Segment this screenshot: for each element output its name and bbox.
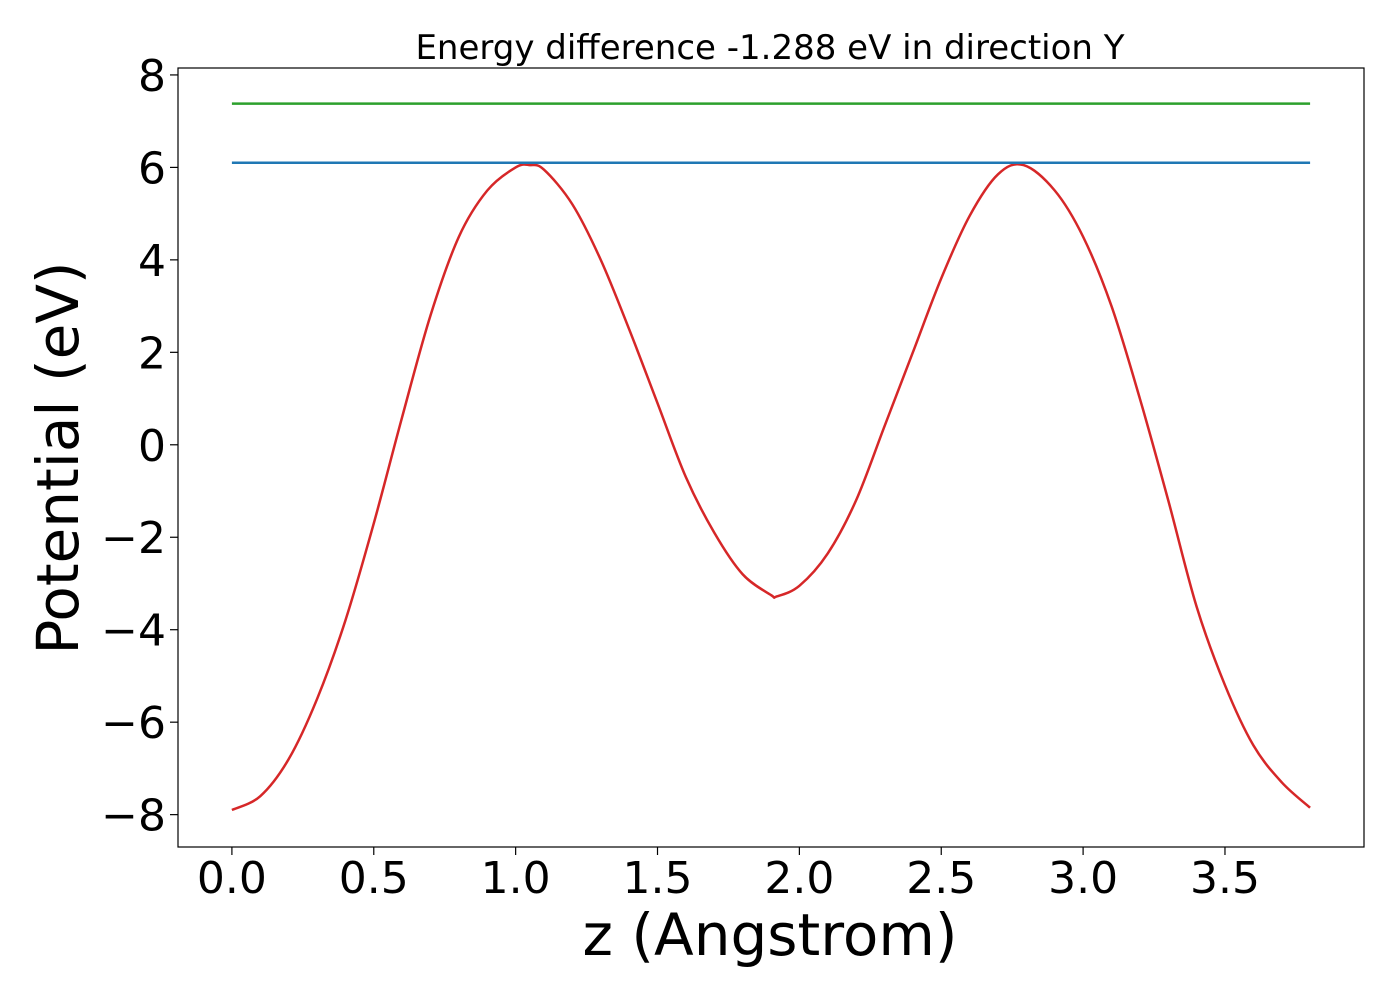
x-tick-label: 1.5 — [623, 853, 693, 904]
y-tick-label: −4 — [101, 606, 166, 657]
chart-title: Energy difference -1.288 eV in direction… — [415, 28, 1124, 68]
x-tick-label: 3.5 — [1190, 853, 1260, 904]
y-axis-label: Potential (eV) — [24, 261, 92, 654]
series-line-1 — [231, 162, 1311, 812]
y-tick-label: 8 — [138, 51, 166, 102]
x-tick-label: 2.0 — [764, 853, 834, 904]
y-tick-label: −8 — [101, 791, 166, 842]
y-tick-label: −6 — [101, 698, 166, 749]
y-tick-label: 6 — [138, 143, 166, 194]
x-tick-label: 2.5 — [906, 853, 976, 904]
x-axis-label: z (Angstrom) — [583, 901, 958, 969]
y-tick-label: 0 — [138, 421, 166, 472]
x-tick-label: 0.5 — [339, 853, 409, 904]
x-tick-label: 1.0 — [481, 853, 551, 904]
y-tick-label: 4 — [138, 236, 166, 287]
y-tick-label: −2 — [101, 513, 166, 564]
x-tick-label: 0.0 — [197, 853, 267, 904]
y-tick-label: 2 — [138, 328, 166, 379]
x-tick-label: 3.0 — [1048, 853, 1118, 904]
series-layer — [231, 102, 1311, 812]
x-axis: 0.0 0.5 1.0 1.5 2.0 2.5 3.0 3.5 — [197, 847, 1260, 904]
plot-frame — [177, 67, 1365, 848]
y-axis: −8 −6 −4 −2 0 2 4 6 8 — [101, 51, 178, 842]
